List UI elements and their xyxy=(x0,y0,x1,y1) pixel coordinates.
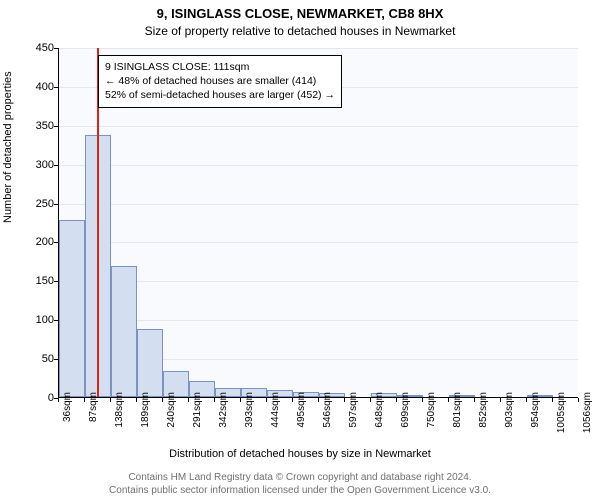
x-tick-label: 138sqm xyxy=(114,392,125,442)
annotation-line-3: 52% of semi-detached houses are larger (… xyxy=(105,88,335,102)
x-tick-mark xyxy=(370,398,371,402)
x-tick-label: 495sqm xyxy=(296,392,307,442)
histogram-bar xyxy=(137,329,163,397)
x-tick-label: 189sqm xyxy=(140,392,151,442)
x-tick-mark xyxy=(292,398,293,402)
x-axis-label: Distribution of detached houses by size … xyxy=(0,448,600,460)
x-tick-mark xyxy=(318,398,319,402)
y-tick-mark xyxy=(54,126,58,127)
x-tick-label: 648sqm xyxy=(374,392,385,442)
y-tick-mark xyxy=(54,165,58,166)
annotation-line-2: ← 48% of detached houses are smaller (41… xyxy=(105,74,335,88)
x-tick-label: 291sqm xyxy=(192,392,203,442)
y-tick-mark xyxy=(54,48,58,49)
y-tick-label: 50 xyxy=(14,353,54,365)
x-tick-mark xyxy=(552,398,553,402)
chart-subtitle: Size of property relative to detached ho… xyxy=(0,24,600,38)
y-tick-mark xyxy=(54,359,58,360)
x-tick-mark xyxy=(214,398,215,402)
x-tick-mark xyxy=(526,398,527,402)
x-tick-mark xyxy=(162,398,163,402)
x-tick-label: 852sqm xyxy=(478,392,489,442)
x-tick-label: 546sqm xyxy=(322,392,333,442)
chart-container: 9, ISINGLASS CLOSE, NEWMARKET, CB8 8HX S… xyxy=(0,0,600,500)
x-tick-mark xyxy=(110,398,111,402)
gridline xyxy=(59,165,578,166)
x-tick-label: 36sqm xyxy=(62,392,73,442)
x-tick-mark xyxy=(474,398,475,402)
x-tick-label: 240sqm xyxy=(166,392,177,442)
y-tick-label: 250 xyxy=(14,198,54,210)
footer-line-2: Contains public sector information licen… xyxy=(0,485,600,498)
x-tick-mark xyxy=(422,398,423,402)
annotation-line-1: 9 ISINGLASS CLOSE: 111sqm xyxy=(105,60,335,74)
x-tick-mark xyxy=(344,398,345,402)
footer-line-1: Contains HM Land Registry data © Crown c… xyxy=(0,472,600,485)
y-tick-label: 100 xyxy=(14,314,54,326)
y-tick-label: 200 xyxy=(14,236,54,248)
x-tick-mark xyxy=(578,398,579,402)
x-tick-mark xyxy=(500,398,501,402)
y-tick-label: 0 xyxy=(14,392,54,404)
x-tick-mark xyxy=(136,398,137,402)
x-tick-label: 699sqm xyxy=(400,392,411,442)
y-tick-label: 150 xyxy=(14,275,54,287)
x-tick-label: 750sqm xyxy=(426,392,437,442)
y-tick-label: 450 xyxy=(14,42,54,54)
x-tick-mark xyxy=(396,398,397,402)
x-tick-label: 342sqm xyxy=(218,392,229,442)
y-tick-label: 350 xyxy=(14,120,54,132)
histogram-bar xyxy=(111,266,137,397)
gridline xyxy=(59,126,578,127)
y-tick-label: 300 xyxy=(14,159,54,171)
y-tick-mark xyxy=(54,242,58,243)
x-tick-mark xyxy=(84,398,85,402)
histogram-bar xyxy=(59,220,85,397)
x-tick-label: 801sqm xyxy=(452,392,463,442)
y-axis-label: Number of detached properties xyxy=(2,71,14,223)
x-tick-label: 597sqm xyxy=(348,392,359,442)
y-tick-mark xyxy=(54,320,58,321)
x-tick-mark xyxy=(58,398,59,402)
x-tick-mark xyxy=(448,398,449,402)
y-tick-mark xyxy=(54,281,58,282)
x-tick-mark xyxy=(240,398,241,402)
y-tick-mark xyxy=(54,204,58,205)
x-tick-label: 1005sqm xyxy=(556,392,567,442)
x-tick-label: 1056sqm xyxy=(582,392,593,442)
x-tick-label: 903sqm xyxy=(504,392,515,442)
x-tick-label: 954sqm xyxy=(530,392,541,442)
x-tick-label: 87sqm xyxy=(88,392,99,442)
chart-title-address: 9, ISINGLASS CLOSE, NEWMARKET, CB8 8HX xyxy=(0,6,600,21)
gridline xyxy=(59,204,578,205)
annotation-box: 9 ISINGLASS CLOSE: 111sqm ← 48% of detac… xyxy=(98,55,342,108)
y-tick-label: 400 xyxy=(14,81,54,93)
gridline xyxy=(59,48,578,49)
gridline xyxy=(59,242,578,243)
x-tick-label: 393sqm xyxy=(244,392,255,442)
x-tick-label: 444sqm xyxy=(270,392,281,442)
x-tick-mark xyxy=(188,398,189,402)
footer-attribution: Contains HM Land Registry data © Crown c… xyxy=(0,472,600,497)
x-tick-mark xyxy=(266,398,267,402)
y-tick-mark xyxy=(54,87,58,88)
